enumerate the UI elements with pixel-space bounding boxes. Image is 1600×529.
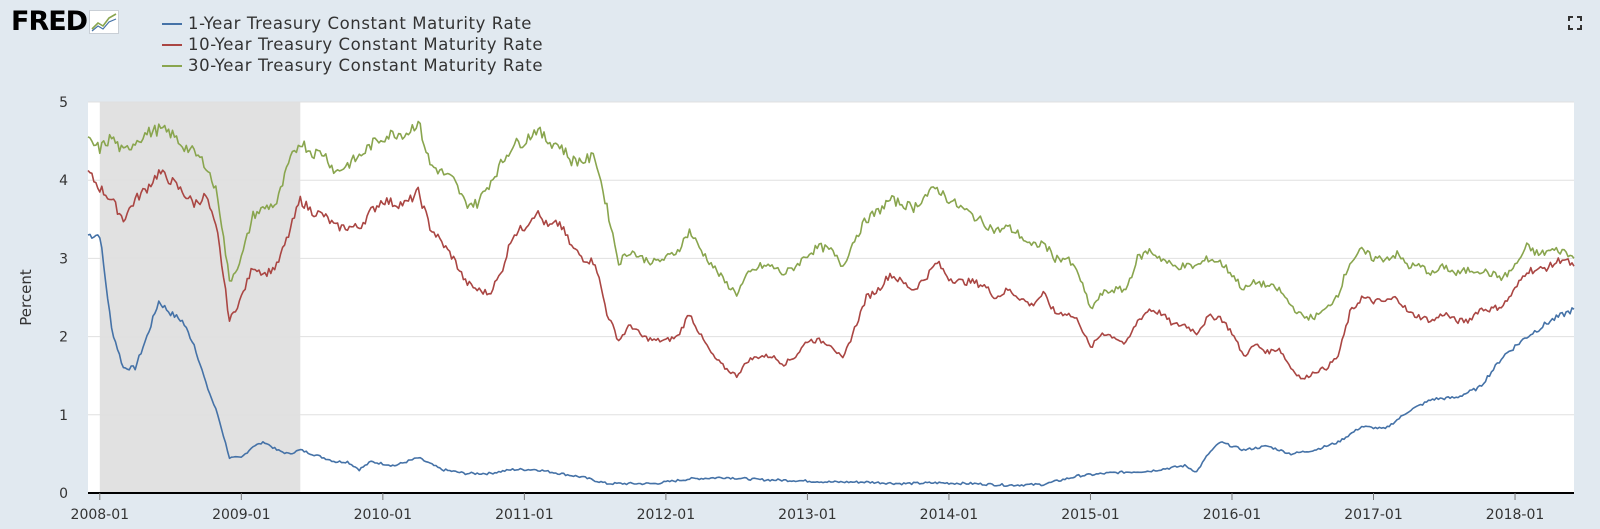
legend-item-10-year[interactable]: 10-Year Treasury Constant Maturity Rate [162,34,543,55]
x-tick-label: 2017-01 [1344,507,1403,523]
legend-label: 1-Year Treasury Constant Maturity Rate [188,14,533,33]
y-axis-title: Percent [17,269,35,326]
legend-label: 30-Year Treasury Constant Maturity Rate [188,56,544,75]
y-tick-label: 4 [59,173,68,189]
x-tick-label: 2010-01 [354,507,413,523]
y-tick-label: 5 [59,95,68,111]
chart-line-icon [89,9,120,34]
x-tick-label: 2012-01 [637,507,696,523]
y-tick-label: 2 [59,330,68,346]
y-tick-label: 0 [59,486,68,502]
series-line-0 [87,233,1575,487]
y-tick-label: 3 [59,251,68,267]
legend-label: 10-Year Treasury Constant Maturity Rate [188,35,544,54]
plot-area [88,102,1574,493]
series-line-2 [87,120,1575,321]
recession-shading [99,102,301,493]
x-tick-label: 2014-01 [920,507,979,523]
legend-swatch [162,22,182,25]
y-tick-label: 1 [59,408,68,424]
x-tick-label: 2016-01 [1203,507,1262,523]
legend-item-1-year[interactable]: 1-Year Treasury Constant Maturity Rate [162,13,543,34]
x-tick-label: 2009-01 [212,507,271,523]
fullscreen-icon[interactable] [1568,16,1582,30]
x-tick-label: 2008-01 [71,507,130,523]
series-line-1 [87,169,1575,380]
legend-swatch [162,64,182,67]
legend-swatch [162,43,182,46]
x-tick-label: 2015-01 [1061,507,1120,523]
logo-text: FRED [11,6,88,37]
chart-legend: 1-Year Treasury Constant Maturity Rate 1… [162,13,543,76]
legend-item-30-year[interactable]: 30-Year Treasury Constant Maturity Rate [162,55,543,76]
x-tick-label: 2013-01 [778,507,837,523]
x-tick-label: 2011-01 [495,507,554,523]
x-tick-label: 2018-01 [1486,507,1545,523]
fred-logo[interactable]: FRED [11,6,120,37]
